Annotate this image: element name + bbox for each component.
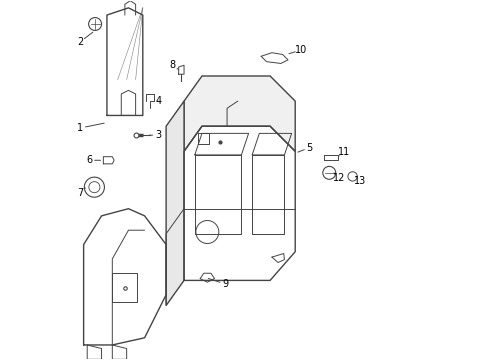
- Text: 8: 8: [170, 60, 175, 70]
- Text: 12: 12: [333, 173, 345, 183]
- Text: 6: 6: [86, 155, 92, 165]
- Circle shape: [89, 182, 100, 193]
- Text: 3: 3: [155, 130, 161, 140]
- Text: 10: 10: [294, 45, 307, 55]
- Polygon shape: [166, 101, 184, 306]
- Polygon shape: [184, 76, 295, 151]
- Circle shape: [348, 172, 357, 181]
- Text: 2: 2: [77, 37, 83, 47]
- Text: 11: 11: [338, 147, 350, 157]
- Circle shape: [323, 166, 336, 179]
- Circle shape: [89, 18, 101, 31]
- Text: 4: 4: [155, 96, 161, 106]
- Text: 7: 7: [77, 188, 84, 198]
- Circle shape: [84, 177, 104, 197]
- Text: 9: 9: [222, 279, 228, 289]
- Text: 1: 1: [77, 123, 83, 133]
- Text: 5: 5: [306, 143, 313, 153]
- Text: 13: 13: [354, 176, 367, 186]
